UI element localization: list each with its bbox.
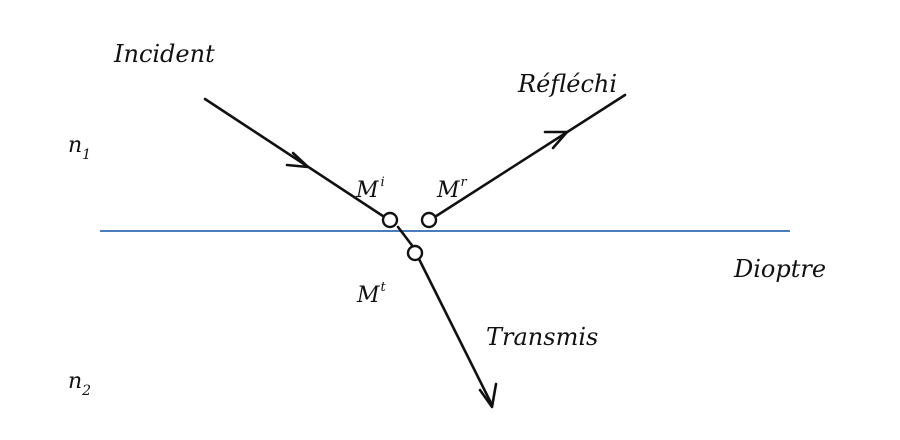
- medium1-sub: 1: [82, 147, 91, 163]
- transmitted-ray: [416, 255, 494, 407]
- reflected-label: Réfléchi: [517, 70, 617, 98]
- interface-label: Dioptre: [733, 255, 826, 283]
- reflected-arrowhead: [543, 130, 569, 150]
- point-reflected-label: Mr: [436, 175, 468, 203]
- medium2-label: n2: [68, 369, 91, 399]
- transmitted-label: Transmis: [486, 323, 598, 351]
- point-transmitted-label: Mt: [356, 280, 387, 308]
- medium1-label: n1: [68, 133, 91, 163]
- incident-arrowhead: [285, 151, 310, 169]
- medium1-base: n: [68, 133, 82, 158]
- transmitted-point-circle: [406, 244, 424, 262]
- medium2-base: n: [68, 369, 82, 394]
- point-incident-base: M: [355, 178, 379, 203]
- reflected-ray: [428, 93, 627, 222]
- point-incident-sup: i: [381, 175, 385, 190]
- incident-point-circle: [381, 211, 399, 229]
- point-transmitted-base: M: [356, 283, 380, 308]
- transmitted-arrowhead: [478, 382, 498, 409]
- medium2-sub: 2: [81, 383, 91, 399]
- point-reflected-sup: r: [461, 175, 468, 190]
- incident-ray: [203, 97, 391, 222]
- incident-label: Incident: [113, 40, 215, 68]
- point-transmitted-sup: t: [381, 280, 387, 295]
- incidence-connector: [396, 225, 416, 250]
- reflected-point-circle: [420, 211, 438, 229]
- point-reflected-base: M: [436, 178, 460, 203]
